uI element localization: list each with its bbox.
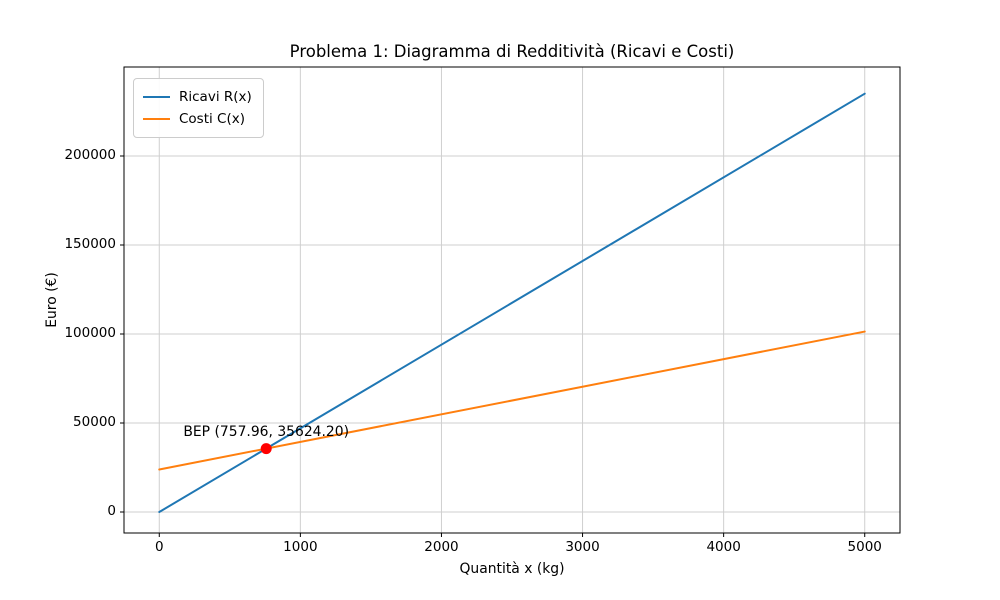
x-tick-label: 0 (154, 539, 164, 555)
y-axis-label: Euro (€) (44, 272, 60, 328)
chart-title: Problema 1: Diagramma di Redditività (Ri… (289, 42, 735, 61)
costi-line-swatch (143, 118, 170, 120)
legend-label-costi: Costi C(x) (179, 111, 246, 127)
y-tick-label: 100000 (64, 325, 116, 342)
y-tick-label: 150000 (64, 236, 116, 253)
x-tick-label: 5000 (847, 539, 882, 555)
y-tick-label: 200000 (64, 147, 116, 164)
x-tick-label: 4000 (706, 539, 741, 555)
legend-item-ricavi: Ricavi R(x) (143, 86, 252, 108)
y-tick-label: 0 (107, 503, 116, 520)
legend-label-ricavi: Ricavi R(x) (179, 89, 252, 105)
ricavi-line-swatch (143, 96, 170, 98)
y-tick-label: 50000 (73, 414, 116, 431)
legend-item-costi: Costi C(x) (143, 108, 252, 130)
legend: Ricavi R(x) Costi C(x) (133, 78, 264, 138)
bep-annotation: BEP (757.96, 35624.20) (183, 423, 350, 440)
ricavi-line (158, 92, 866, 513)
bep-point (260, 443, 272, 455)
x-tick-label: 3000 (565, 539, 600, 555)
x-tick-label: 1000 (283, 539, 318, 555)
axes-border (123, 66, 901, 534)
x-axis-label: Quantità x (kg) (459, 561, 565, 577)
costi-line (158, 330, 866, 471)
x-tick-label: 2000 (424, 539, 459, 555)
